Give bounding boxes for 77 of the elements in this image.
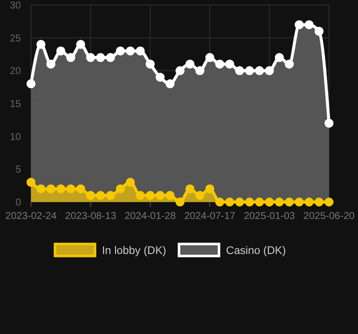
x-tick-label: 2024-07-17 xyxy=(184,211,236,222)
point xyxy=(106,190,115,200)
point xyxy=(56,184,66,194)
point xyxy=(304,20,314,30)
point xyxy=(66,53,76,62)
point xyxy=(146,190,155,200)
point xyxy=(166,79,175,88)
point xyxy=(156,72,165,82)
point xyxy=(294,20,304,30)
point xyxy=(166,190,175,200)
point xyxy=(96,53,106,62)
point xyxy=(116,46,125,56)
point xyxy=(205,184,214,194)
point xyxy=(264,66,274,76)
point xyxy=(245,198,254,206)
y-tick-label: 10 xyxy=(10,132,22,143)
point xyxy=(225,198,234,206)
point xyxy=(215,60,224,69)
point xyxy=(225,60,234,69)
point xyxy=(126,178,135,187)
point xyxy=(324,198,334,206)
point xyxy=(156,190,165,200)
y-tick-label: 30 xyxy=(10,0,22,12)
point xyxy=(36,40,46,49)
point xyxy=(215,198,224,206)
legend-label: Casino (DK) xyxy=(226,244,286,257)
y-tick-label: 15 xyxy=(10,99,22,110)
point xyxy=(116,184,125,194)
y-tick-label: 5 xyxy=(15,164,22,176)
point xyxy=(284,60,294,69)
point xyxy=(36,184,46,194)
point xyxy=(274,53,284,62)
point xyxy=(66,184,76,194)
point xyxy=(235,66,244,76)
point xyxy=(46,184,56,194)
point xyxy=(86,190,96,200)
x-tick-label: 2025-01-03 xyxy=(244,211,296,222)
x-tick-label: 2023-02-24 xyxy=(5,211,58,222)
point xyxy=(106,53,115,62)
legend-label: In lobby (DK) xyxy=(102,244,166,257)
point xyxy=(314,26,324,36)
point xyxy=(76,40,86,49)
point xyxy=(274,198,284,206)
point xyxy=(195,190,204,200)
point xyxy=(205,53,214,62)
point xyxy=(26,178,36,187)
y-tick-label: 20 xyxy=(10,66,22,78)
point xyxy=(254,66,264,76)
point xyxy=(76,184,86,194)
point xyxy=(146,60,155,69)
point xyxy=(176,66,184,76)
point xyxy=(126,46,135,56)
point xyxy=(176,198,184,206)
point xyxy=(235,198,244,206)
point xyxy=(185,184,194,194)
point xyxy=(245,66,254,76)
point xyxy=(254,198,264,206)
point xyxy=(294,198,304,206)
x-tick-label: 2025-06-20 xyxy=(303,211,356,222)
point xyxy=(185,60,194,69)
point xyxy=(195,66,204,76)
x-tick-label: 2024-01-28 xyxy=(124,211,176,222)
x-tick-label: 2023-08-13 xyxy=(65,211,117,222)
y-tick-label: 0 xyxy=(15,198,22,208)
point xyxy=(56,46,66,56)
point xyxy=(304,198,314,206)
point xyxy=(284,198,294,206)
point xyxy=(324,118,334,128)
point xyxy=(26,79,36,88)
point xyxy=(86,53,96,62)
point xyxy=(46,60,56,69)
point xyxy=(314,198,324,206)
point xyxy=(136,190,145,200)
y-tick-label: 25 xyxy=(10,33,22,44)
point xyxy=(96,190,106,200)
point xyxy=(264,198,274,206)
point xyxy=(136,46,145,56)
